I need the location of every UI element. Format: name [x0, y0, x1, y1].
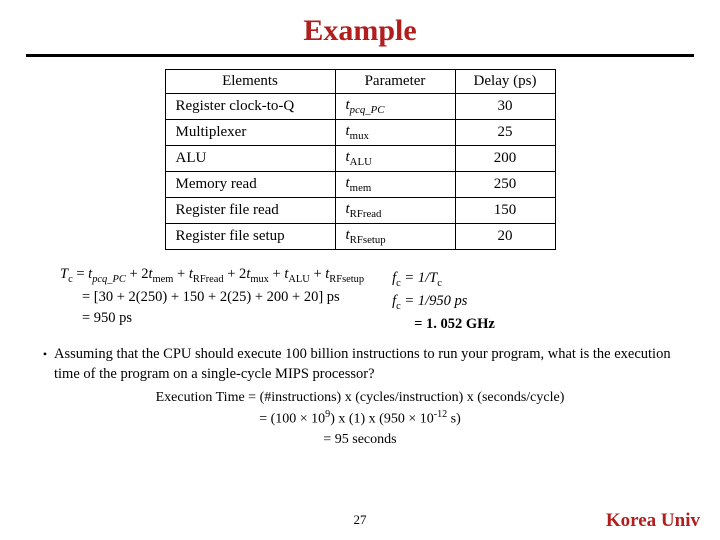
table-row: Register clock-to-Qtpcq_PC30 [165, 94, 555, 120]
col-delay: Delay (ps) [455, 70, 555, 94]
fc-result: = 1. 052 GHz [414, 316, 495, 332]
col-elements: Elements [165, 70, 335, 94]
cell-element: Register file setup [165, 224, 335, 250]
table-row: ALUtALU200 [165, 146, 555, 172]
cell-delay: 200 [455, 146, 555, 172]
cell-parameter: tmux [335, 120, 455, 146]
delay-table: Elements Parameter Delay (ps) Register c… [165, 69, 556, 250]
exec-line2: = (100 × 109) x (1) x (950 × 10-12 s) [26, 408, 694, 430]
cell-delay: 20 [455, 224, 555, 250]
brand-footer: Korea Univ [606, 510, 700, 532]
table-row: Memory readtmem250 [165, 172, 555, 198]
cell-parameter: tpcq_PC [335, 94, 455, 120]
col-parameter: Parameter [335, 70, 455, 94]
cell-parameter: tmem [335, 172, 455, 198]
cell-delay: 30 [455, 94, 555, 120]
bullet-text: Assuming that the CPU should execute 100… [54, 345, 694, 384]
page-number: 27 [354, 512, 367, 528]
cell-element: ALU [165, 146, 335, 172]
cell-element: Multiplexer [165, 120, 335, 146]
table-row: Register file readtRFread150 [165, 198, 555, 224]
tc-equation: Tc = tpcq_PC + 2tmem + tRFread + 2tmux +… [60, 264, 364, 329]
tc-eq-line3: = 950 ps [82, 308, 364, 329]
fc-equation: fc = 1/Tc fc = 1/950 ps = 1. 052 GHz [392, 268, 495, 335]
tc-eq-line2: = [30 + 2(250) + 150 + 2(25) + 200 + 20]… [82, 287, 364, 308]
table-row: Register file setuptRFsetup20 [165, 224, 555, 250]
cell-delay: 250 [455, 172, 555, 198]
bullet-icon: • [36, 345, 54, 364]
page-title: Example [26, 14, 694, 48]
table-row: Multiplexertmux25 [165, 120, 555, 146]
cell-parameter: tALU [335, 146, 455, 172]
exec-line3: = 95 seconds [26, 430, 694, 450]
exec-line1: Execution Time = (#instructions) x (cycl… [26, 388, 694, 408]
cell-delay: 25 [455, 120, 555, 146]
cell-element: Register clock-to-Q [165, 94, 335, 120]
cell-parameter: tRFsetup [335, 224, 455, 250]
horizontal-rule [26, 54, 694, 57]
execution-time-block: Execution Time = (#instructions) x (cycl… [26, 388, 694, 451]
cell-element: Register file read [165, 198, 335, 224]
cell-delay: 150 [455, 198, 555, 224]
cell-element: Memory read [165, 172, 335, 198]
cell-parameter: tRFread [335, 198, 455, 224]
